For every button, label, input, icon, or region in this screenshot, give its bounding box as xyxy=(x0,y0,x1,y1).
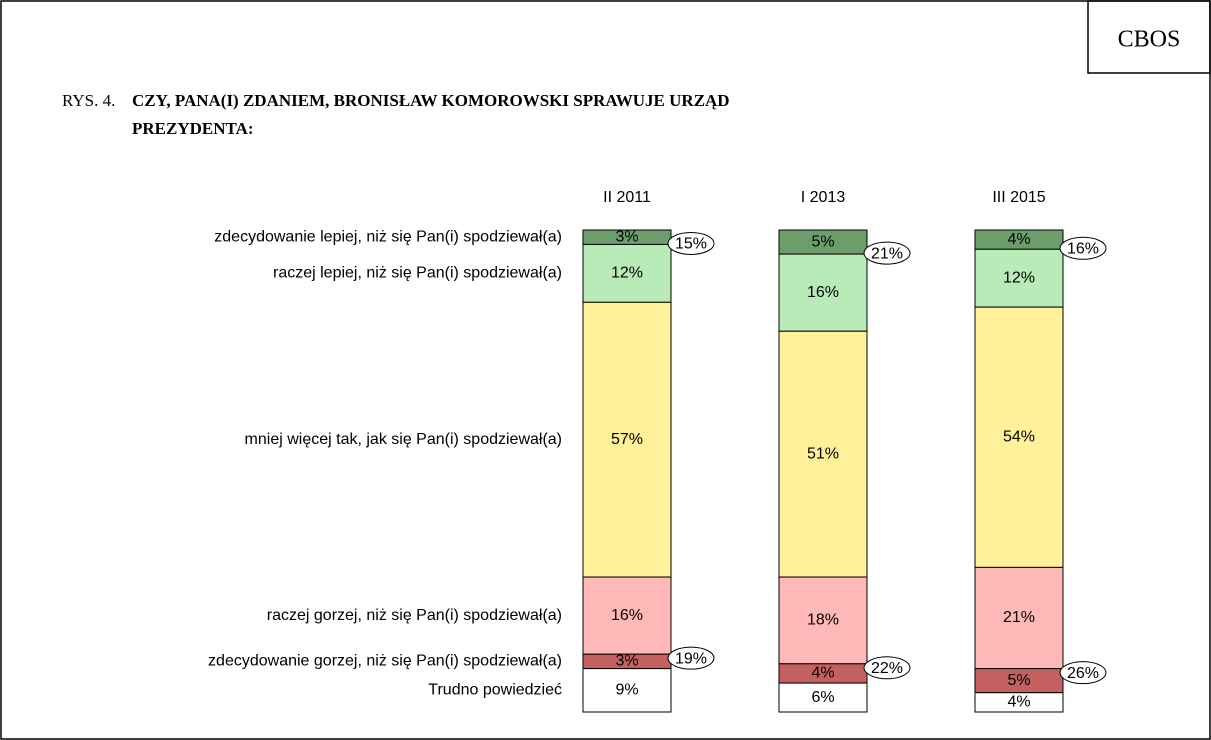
bar-segment xyxy=(778,682,868,713)
legend-label: raczej gorzej, niż się Pan(i) spodziewał… xyxy=(267,607,562,624)
total-ellipse xyxy=(667,231,715,255)
bar-segment xyxy=(974,306,1064,568)
total-label: 19% xyxy=(675,650,707,667)
total-ellipse xyxy=(667,646,715,670)
value-label: 54% xyxy=(1003,428,1035,445)
value-label: 16% xyxy=(807,284,839,301)
column-label: III 2015 xyxy=(992,189,1045,206)
column-label: II 2011 xyxy=(603,189,651,206)
value-label: 3% xyxy=(615,653,638,670)
bar-segment xyxy=(582,668,672,713)
value-label: 21% xyxy=(1003,609,1035,626)
total-ellipse xyxy=(863,241,911,265)
total-label: 26% xyxy=(1067,665,1099,682)
figure-number: RYS. 4. xyxy=(62,91,115,110)
legend-label: zdecydowanie lepiej, niż się Pan(i) spod… xyxy=(214,228,562,245)
value-label: 16% xyxy=(611,607,643,624)
total-ellipse xyxy=(1059,236,1107,260)
title: PREZYDENTA: xyxy=(132,119,254,138)
total-label: 21% xyxy=(871,245,903,262)
total-ellipse xyxy=(863,656,911,680)
source-label: CBOS xyxy=(1118,27,1181,53)
legend-label: mniej więcej tak, jak się Pan(i) spodzie… xyxy=(245,431,562,448)
bar-segment xyxy=(582,243,672,303)
bar-segment xyxy=(778,253,868,332)
total-label: 15% xyxy=(675,236,707,253)
value-label: 4% xyxy=(1007,694,1030,711)
value-label: 12% xyxy=(611,265,643,282)
bar-segment xyxy=(974,692,1064,713)
value-label: 12% xyxy=(1003,269,1035,286)
value-label: 18% xyxy=(807,612,839,629)
value-label: 51% xyxy=(807,445,839,462)
value-label: 9% xyxy=(615,682,638,699)
bar-segment xyxy=(974,566,1064,670)
bar-segment xyxy=(974,668,1064,694)
value-label: 4% xyxy=(811,665,834,682)
bar-segment xyxy=(974,248,1064,308)
title: CZY, PANA(I) ZDANIEM, BRONISŁAW KOMOROWS… xyxy=(132,91,730,110)
value-label: 4% xyxy=(1007,231,1030,248)
label-box xyxy=(1087,0,1211,74)
total-label: 16% xyxy=(1067,240,1099,257)
column-label: I 2013 xyxy=(801,189,846,206)
bar-segment xyxy=(778,576,868,665)
total-label: 22% xyxy=(871,660,903,677)
bar-segment xyxy=(582,576,672,655)
value-label: 57% xyxy=(611,431,643,448)
value-label: 5% xyxy=(811,233,834,250)
value-label: 6% xyxy=(811,689,834,706)
bar-segment xyxy=(582,301,672,578)
total-ellipse xyxy=(1059,661,1107,685)
bar-segment xyxy=(778,229,868,255)
legend-label: raczej lepiej, niż się Pan(i) spodziewał… xyxy=(273,265,562,282)
value-label: 5% xyxy=(1007,672,1030,689)
legend-label: zdecydowanie gorzej, niż się Pan(i) spod… xyxy=(208,653,562,670)
legend-label: Trudno powiedzieć xyxy=(428,682,562,699)
value-label: 3% xyxy=(615,228,638,245)
